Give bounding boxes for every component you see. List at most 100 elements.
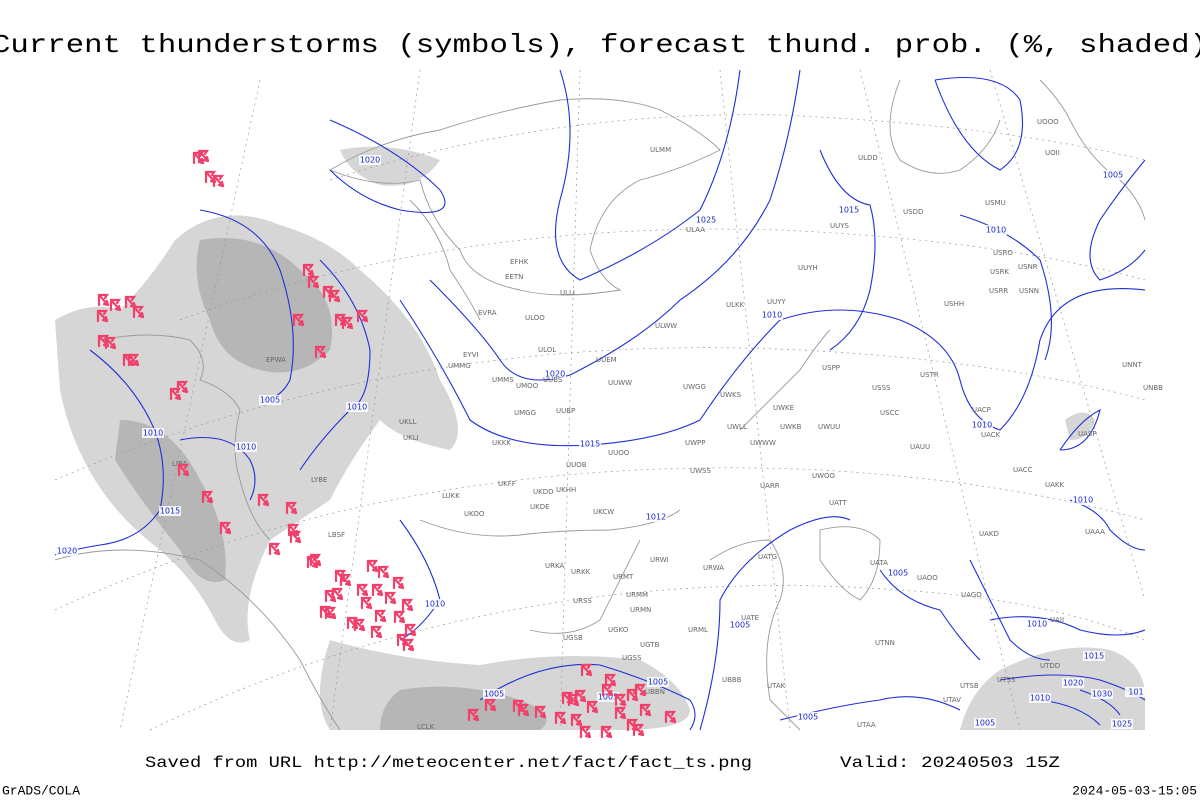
- probability-shade: [115, 420, 226, 582]
- station-label: UAAA: [1085, 528, 1105, 536]
- isobar-label-bg: [56, 546, 78, 556]
- station-label: UNBB: [1143, 384, 1163, 392]
- station-label: UAII: [1050, 616, 1064, 624]
- isobar-label-bg: [761, 310, 783, 320]
- station-label: LCLK: [417, 723, 435, 731]
- station-label: LBSF: [328, 531, 345, 539]
- station-label: ULOO: [525, 314, 545, 322]
- station-label: USCC: [880, 409, 899, 417]
- probability-shade: [960, 647, 1145, 730]
- station-label: UGSS: [622, 654, 642, 662]
- graticule: [54, 69, 1146, 731]
- station-label: UTDD: [1040, 662, 1060, 670]
- station-label: ULMM: [650, 146, 671, 154]
- station-label: UGKO: [608, 626, 629, 634]
- map-frame: 1020 1025 1010 1020 1015 1012 1010 1005 1010 1010…: [54, 69, 1163, 739]
- isobar-label: 1005: [1103, 171, 1123, 180]
- thunderstorm-symbol: [353, 618, 366, 632]
- station-label: USSS: [872, 384, 891, 392]
- station-label: UMOO: [516, 382, 539, 390]
- station-label: UAUU: [910, 443, 930, 451]
- thunderstorm-symbol: [204, 170, 217, 184]
- station-label: UMMS: [492, 376, 514, 384]
- station-label: USNR: [1018, 263, 1038, 271]
- thunderstorm-symbol: [127, 353, 140, 367]
- station-label: URMT: [613, 573, 634, 581]
- isobar-label: 1015: [839, 206, 859, 215]
- station-label: UMGG: [514, 409, 536, 417]
- thunderstorm-symbol: [324, 589, 337, 603]
- thunderstorm-symbol: [374, 609, 387, 623]
- station-label: USRR: [989, 287, 1008, 295]
- thunderstorm-symbol: [402, 638, 415, 652]
- thunderstorm-symbol: [331, 587, 344, 601]
- thunderstorm-symbol: [97, 293, 110, 307]
- thunderstorm-symbol: [356, 309, 369, 323]
- thunderstorm-symbol: [339, 573, 352, 587]
- isobar-label: 1020: [57, 547, 77, 556]
- thunderstorm-symbol: [626, 718, 639, 732]
- thunderstorm-symbol: [341, 316, 354, 330]
- isobar-label-bg: [1083, 651, 1105, 661]
- isobar-label-bg: [1102, 170, 1124, 180]
- isobar-label: 1020: [1063, 679, 1083, 688]
- station-label: UTSB: [960, 682, 979, 690]
- station-label: UWWW: [750, 439, 776, 447]
- isobar-label-bg: [1091, 689, 1113, 699]
- isobar-label-bg: [259, 395, 281, 405]
- station-label: UACK: [981, 431, 1001, 439]
- thunderstorm-symbol: [579, 725, 592, 739]
- station-label: USRK: [990, 268, 1009, 276]
- thunderstorm-symbol: [197, 149, 210, 163]
- station-label: UOII: [1045, 149, 1060, 157]
- station-label: UUEM: [596, 356, 617, 364]
- thunderstorm-symbol: [600, 725, 613, 739]
- thunderstorm-symbol: [346, 616, 359, 630]
- isobar-label: 1012: [646, 513, 666, 522]
- station-label: UKDD: [533, 488, 554, 496]
- station-label: UATG: [758, 553, 777, 561]
- isobar-label-bg: [838, 205, 860, 215]
- thunderstorm-symbol: [285, 501, 298, 515]
- thunderstorm-symbol: [132, 305, 145, 319]
- thunderstorm-symbol: [219, 521, 232, 535]
- thunderstorm-symbol: [109, 298, 122, 312]
- isobar-label: 1010: [986, 226, 1006, 235]
- thunderstorm-symbol: [96, 309, 109, 323]
- isobar-label: 1005: [975, 719, 995, 728]
- station-label: UUYY: [767, 298, 787, 306]
- thunderstorm-symbol: [268, 542, 281, 556]
- isobar-label: 1005: [260, 396, 280, 405]
- map-title: Current thunderstorms (symbols), forecas…: [0, 30, 1200, 60]
- thunderstorm-symbol: [626, 688, 639, 702]
- isobar-label-bg: [235, 442, 257, 452]
- thunderstorm-symbol: [324, 606, 337, 620]
- isobar-label: 1005: [888, 569, 908, 578]
- station-label: ULWW: [655, 322, 677, 330]
- station-label: LUKK: [442, 492, 460, 500]
- station-label: URMN: [630, 606, 651, 614]
- thunderstorm-symbol: [287, 523, 300, 537]
- station-label: UAGO: [961, 591, 982, 599]
- station-label: UTAV: [943, 696, 961, 704]
- station-label: UMMG: [448, 362, 471, 370]
- thunderstorm-symbol: [360, 596, 373, 610]
- isobar-label-bg: [695, 215, 717, 225]
- thunderstorm-symbol: [356, 583, 369, 597]
- thunderstorm-symbol: [570, 713, 583, 727]
- station-label: URKA: [545, 562, 564, 570]
- station-label: UWKE: [773, 404, 794, 412]
- isobar-label: 1010: [1030, 694, 1050, 703]
- generated-timestamp: 2024-05-03-15:05: [1072, 783, 1197, 798]
- thunderstorm-symbol: [371, 583, 384, 597]
- thunderstorm-symbol: [212, 174, 225, 188]
- thunderstorm-symbol: [104, 336, 117, 350]
- station-label: UAKD: [979, 530, 999, 538]
- thunderstorm-symbol: [370, 625, 383, 639]
- station-label: UWKS: [720, 391, 742, 399]
- station-label: UGSB: [563, 634, 583, 642]
- station-label: UKCW: [593, 508, 614, 516]
- isobar-label-bg: [142, 428, 164, 438]
- isobar-label: 1010: [1027, 620, 1047, 629]
- isobar-label: 1015: [160, 507, 180, 516]
